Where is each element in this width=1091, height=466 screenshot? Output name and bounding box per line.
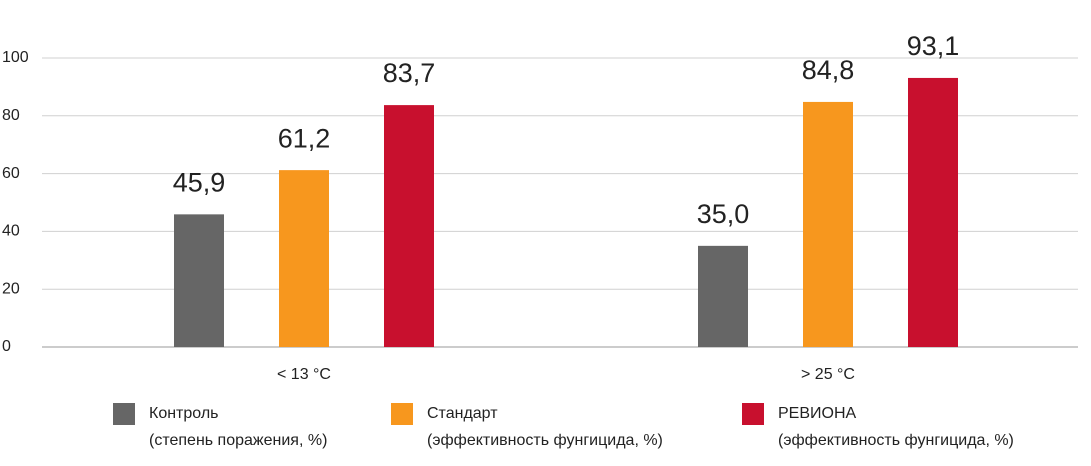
- bar: [698, 245, 748, 347]
- value-label: 84,8: [802, 55, 855, 85]
- bar: [908, 77, 958, 347]
- y-tick-label: 20: [2, 280, 20, 297]
- legend-note: (степень поражения, %): [149, 432, 327, 449]
- bar: [174, 214, 224, 347]
- legend-label: Контроль: [149, 405, 219, 422]
- bar: [279, 170, 329, 347]
- legend-note: (эффективность фунгицида, %): [778, 432, 1014, 449]
- legend-label: РЕВИОНА: [778, 405, 857, 422]
- legend-label: Стандарт: [427, 405, 498, 422]
- x-tick-label: < 13 °C: [277, 366, 331, 383]
- legend-swatch: [391, 403, 413, 425]
- y-tick-label: 60: [2, 165, 20, 182]
- value-label: 45,9: [173, 167, 226, 197]
- bar: [803, 101, 853, 347]
- y-tick-label: 80: [2, 107, 20, 124]
- bar: [384, 105, 434, 348]
- legend-note: (эффективность фунгицида, %): [427, 432, 663, 449]
- value-label: 61,2: [278, 123, 331, 153]
- y-tick-label: 100: [2, 49, 29, 66]
- legend-swatch: [113, 403, 135, 425]
- x-tick-label: > 25 °C: [801, 366, 855, 383]
- value-label: 93,1: [907, 31, 960, 61]
- value-label: 35,0: [697, 199, 750, 229]
- y-tick-label: 40: [2, 223, 20, 240]
- y-tick-label: 0: [2, 338, 11, 355]
- value-label: 83,7: [383, 58, 436, 88]
- legend-swatch: [742, 403, 764, 425]
